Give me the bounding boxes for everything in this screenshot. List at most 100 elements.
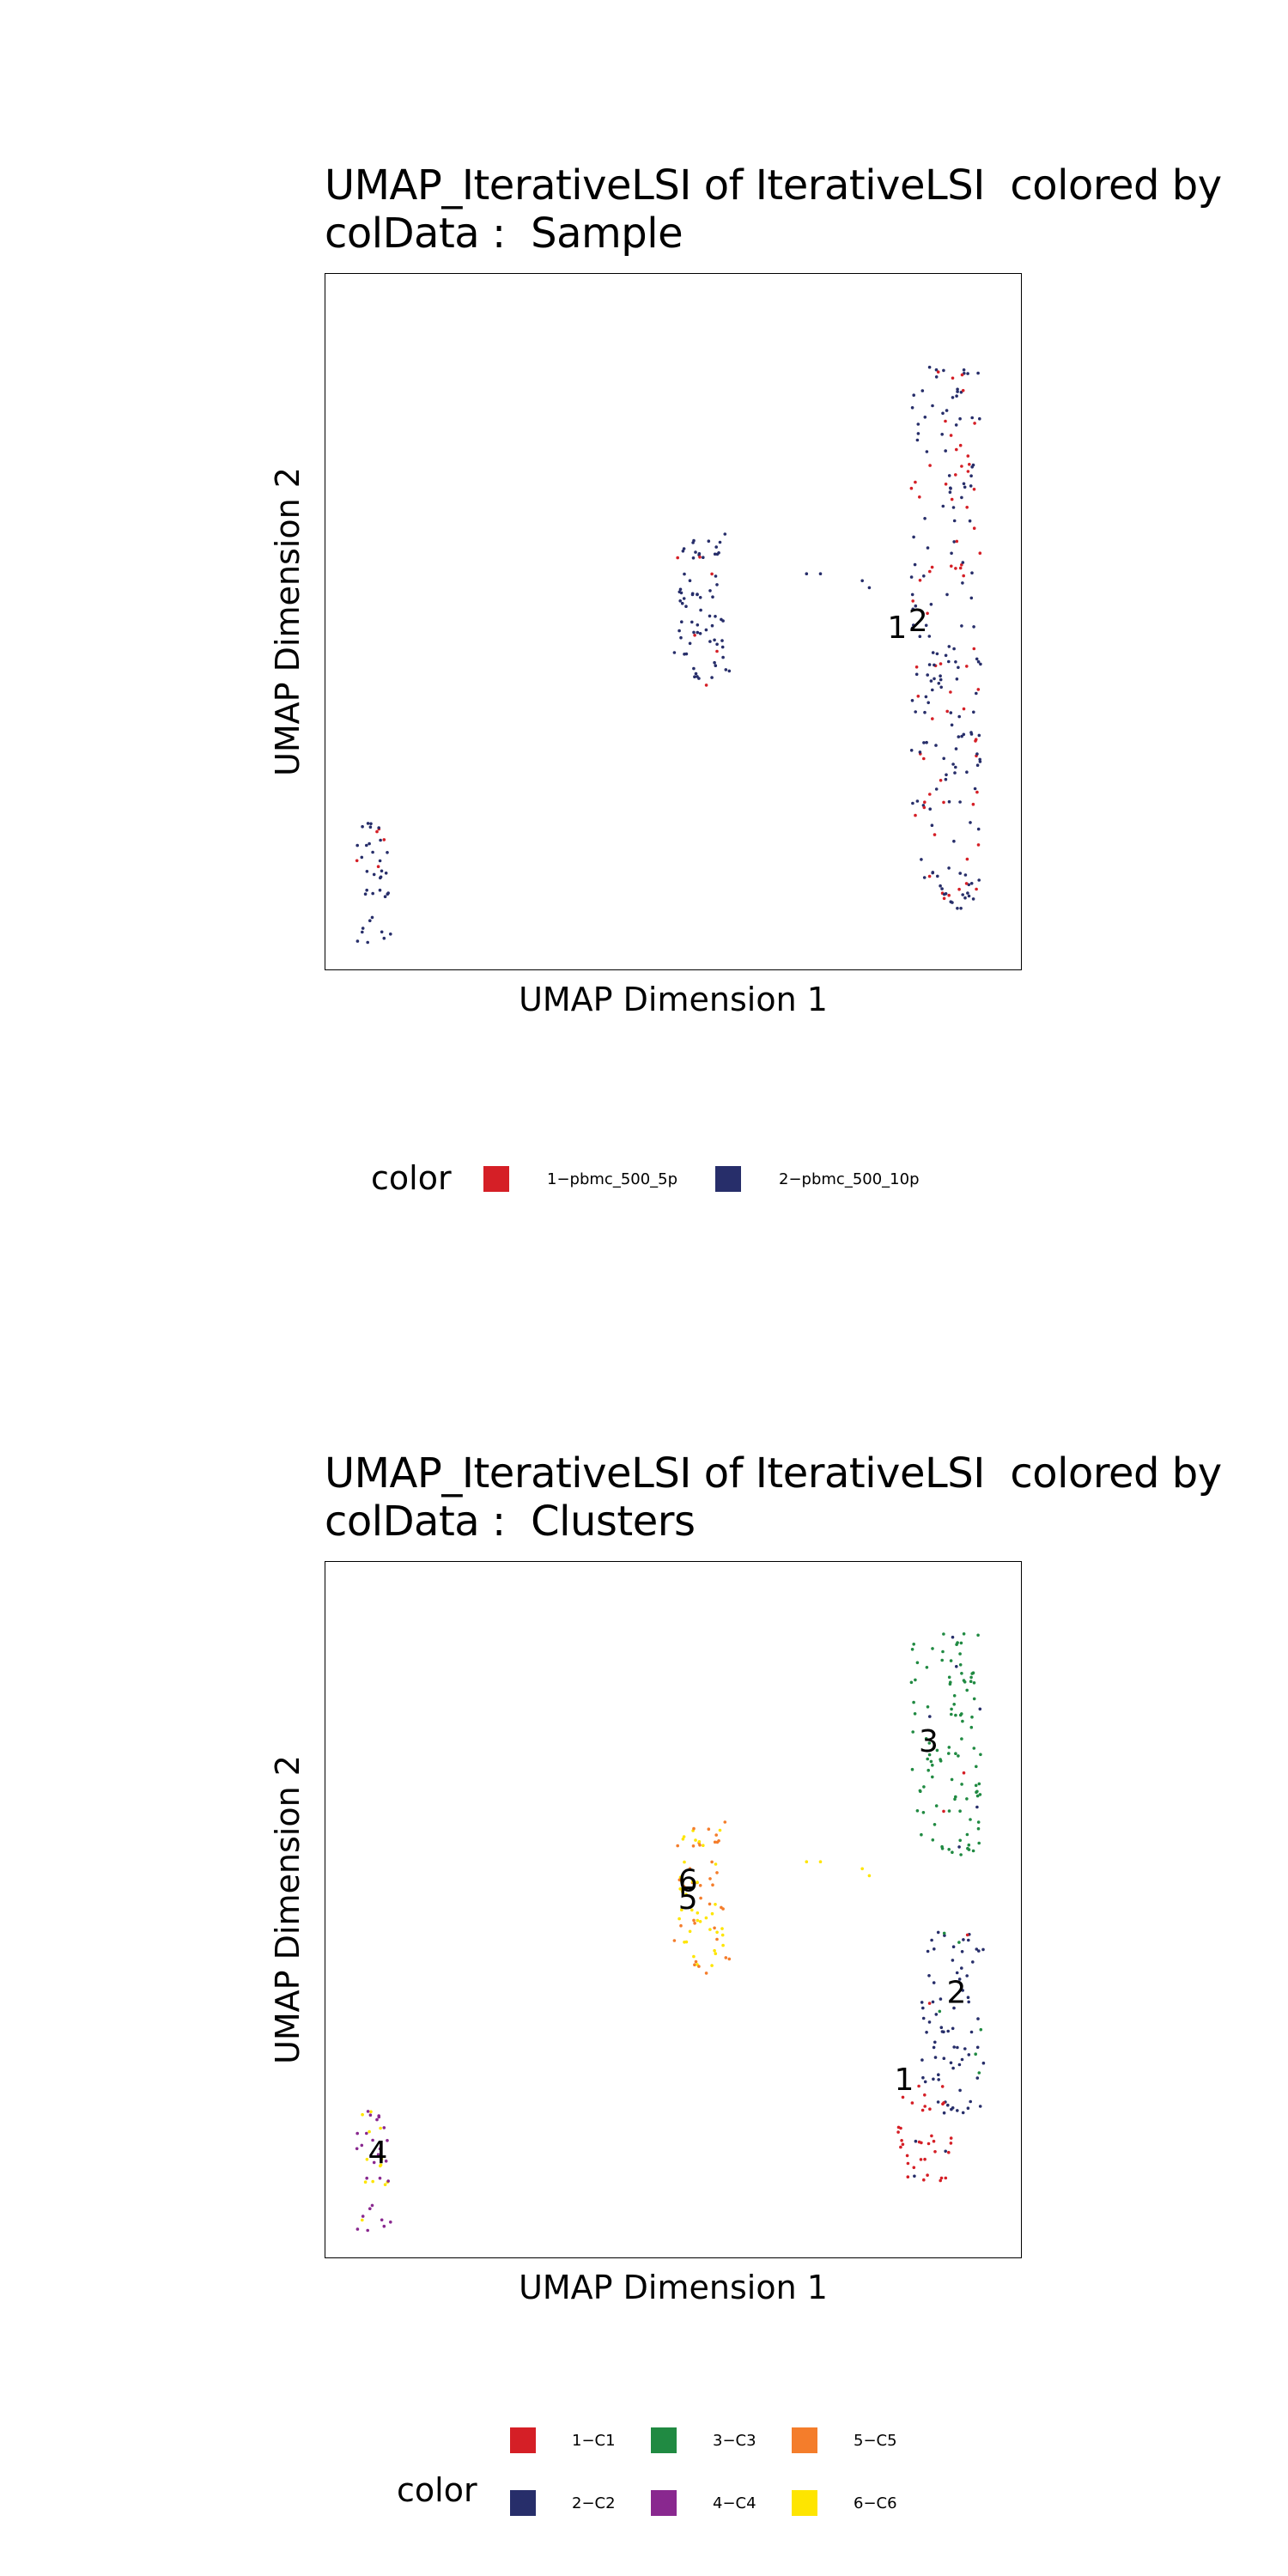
data-point [713, 552, 717, 556]
data-point [947, 1675, 951, 1680]
data-point [355, 2227, 360, 2231]
data-point [978, 757, 981, 762]
data-point [961, 2111, 965, 2115]
data-point [945, 409, 949, 412]
data-point [971, 1960, 975, 1964]
data-point [805, 572, 809, 575]
data-point [694, 1959, 698, 1964]
data-point [950, 1707, 953, 1711]
data-point [910, 626, 914, 630]
data-point [677, 629, 681, 633]
data-point [361, 930, 364, 934]
data-point [931, 688, 934, 692]
data-point [710, 1860, 714, 1864]
data-point [912, 393, 915, 397]
data-point [927, 365, 932, 369]
data-point [720, 639, 724, 642]
legend-label: 2−pbmc_500_10p [779, 1170, 920, 1188]
data-point [910, 1767, 914, 1771]
data-point [692, 538, 696, 543]
data-point [969, 821, 972, 824]
data-point [975, 752, 979, 756]
data-point [955, 1665, 958, 1668]
data-point [917, 2140, 921, 2144]
data-point [715, 649, 719, 653]
data-point [715, 1840, 720, 1844]
data-point [688, 579, 692, 582]
data-point [960, 1672, 963, 1675]
data-point [972, 488, 976, 491]
data-point [963, 873, 968, 877]
data-point [925, 450, 929, 453]
y-axis-label: UMAP Dimension 2 [269, 467, 307, 776]
data-point [682, 1835, 686, 1838]
legend-swatch [483, 1166, 509, 1192]
data-point [977, 1782, 981, 1786]
data-point [918, 1789, 922, 1793]
data-point [915, 1809, 920, 1813]
data-point [931, 1838, 935, 1842]
data-point [977, 878, 981, 882]
data-point [939, 1997, 943, 2001]
data-point [914, 665, 919, 669]
data-point [679, 1923, 683, 1928]
data-point [927, 2020, 932, 2024]
data-point [933, 677, 936, 681]
data-point [952, 839, 956, 843]
data-point [696, 623, 700, 627]
data-point [958, 416, 962, 421]
data-point [951, 376, 955, 380]
data-point [931, 1763, 934, 1767]
data-point [939, 884, 942, 888]
data-point [715, 1937, 719, 1941]
data-point [942, 2057, 946, 2060]
data-point [960, 1737, 963, 1741]
data-point [914, 672, 919, 677]
data-point [896, 2130, 900, 2134]
data-point [721, 619, 725, 623]
data-point [961, 893, 964, 896]
data-point [698, 596, 702, 599]
data-point [714, 574, 718, 578]
data-point [957, 1845, 961, 1849]
data-point [969, 732, 974, 736]
data-point [355, 843, 359, 848]
data-point [949, 434, 953, 437]
data-point [950, 564, 953, 568]
data-point [375, 2117, 379, 2122]
data-point [923, 416, 927, 419]
data-point [972, 1697, 976, 1701]
data-point [386, 851, 389, 854]
data-point [923, 2093, 927, 2097]
data-point [910, 406, 914, 410]
data-point [940, 887, 944, 890]
data-point [368, 2129, 371, 2134]
data-point [363, 892, 368, 896]
data-point [916, 422, 920, 426]
data-point [979, 2027, 983, 2032]
data-point [932, 1981, 936, 1984]
data-point [710, 676, 714, 679]
data-point [944, 483, 948, 486]
data-point [920, 2108, 925, 2112]
data-point [949, 900, 953, 903]
data-point [951, 506, 956, 509]
data-point [914, 480, 917, 484]
data-point [682, 1885, 686, 1888]
data-point [693, 1963, 696, 1966]
data-point [708, 1928, 712, 1931]
data-point [967, 2053, 971, 2057]
data-point [899, 2145, 902, 2149]
data-point [360, 855, 364, 860]
legend-swatch [715, 1166, 741, 1192]
data-point [692, 1918, 696, 1923]
data-point [933, 1947, 936, 1951]
data-point [919, 2158, 923, 2161]
data-point [693, 634, 696, 637]
legend-title: color [371, 1159, 452, 1197]
data-point [972, 710, 975, 714]
data-point [704, 683, 708, 687]
data-point [710, 1964, 714, 1967]
